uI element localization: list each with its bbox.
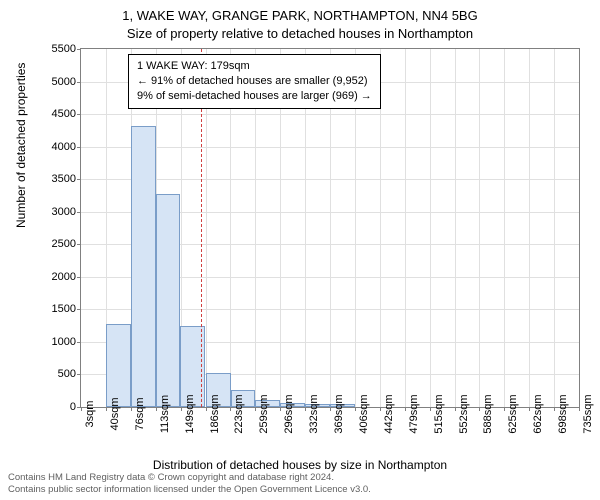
- histogram-bar: [131, 126, 156, 407]
- ytick-mark: [77, 179, 81, 180]
- ytick-mark: [77, 374, 81, 375]
- xtick-label: 113sqm: [159, 395, 171, 433]
- xtick-mark: [554, 407, 555, 411]
- xtick-label: 406sqm: [358, 394, 370, 433]
- info-line-3: 9% of semi-detached houses are larger (9…: [137, 89, 372, 104]
- xtick-label: 3sqm: [84, 401, 96, 428]
- ytick-mark: [77, 244, 81, 245]
- xtick-label: 735sqm: [582, 394, 594, 433]
- ytick-label: 0: [36, 401, 76, 413]
- gridline-vertical: [430, 49, 431, 407]
- xtick-label: 76sqm: [134, 397, 146, 430]
- footer-line-2: Contains public sector information licen…: [8, 484, 371, 496]
- ytick-mark: [77, 212, 81, 213]
- xtick-label: 552sqm: [458, 394, 470, 433]
- footer-attribution: Contains HM Land Registry data © Crown c…: [8, 472, 371, 496]
- ytick-label: 4000: [36, 141, 76, 153]
- chart-container: 1, WAKE WAY, GRANGE PARK, NORTHAMPTON, N…: [0, 0, 600, 500]
- xtick-mark: [405, 407, 406, 411]
- xtick-mark: [529, 407, 530, 411]
- ytick-mark: [77, 82, 81, 83]
- xtick-mark: [131, 407, 132, 411]
- xtick-mark: [330, 407, 331, 411]
- xtick-mark: [106, 407, 107, 411]
- ytick-label: 3500: [36, 173, 76, 185]
- xtick-mark: [181, 407, 182, 411]
- ytick-label: 2500: [36, 238, 76, 250]
- xtick-mark: [206, 407, 207, 411]
- xtick-label: 588sqm: [482, 394, 494, 433]
- ytick-label: 4500: [36, 108, 76, 120]
- xtick-mark: [156, 407, 157, 411]
- footer-line-1: Contains HM Land Registry data © Crown c…: [8, 472, 371, 484]
- ytick-label: 3000: [36, 206, 76, 218]
- xtick-label: 442sqm: [383, 394, 395, 433]
- ytick-label: 5500: [36, 43, 76, 55]
- xtick-label: 662sqm: [532, 394, 544, 433]
- xtick-mark: [280, 407, 281, 411]
- xtick-label: 259sqm: [258, 394, 270, 433]
- ytick-mark: [77, 342, 81, 343]
- xtick-mark: [579, 407, 580, 411]
- x-axis-label: Distribution of detached houses by size …: [0, 458, 600, 472]
- gridline-vertical: [479, 49, 480, 407]
- xtick-mark: [305, 407, 306, 411]
- ytick-mark: [77, 49, 81, 50]
- ytick-mark: [77, 277, 81, 278]
- histogram-bar: [106, 324, 130, 407]
- ytick-label: 500: [36, 368, 76, 380]
- gridline-vertical: [554, 49, 555, 407]
- title-line-1: 1, WAKE WAY, GRANGE PARK, NORTHAMPTON, N…: [0, 8, 600, 23]
- xtick-label: 40sqm: [109, 397, 121, 430]
- ytick-mark: [77, 114, 81, 115]
- info-box: 1 WAKE WAY: 179sqm ← 91% of detached hou…: [128, 54, 381, 109]
- xtick-label: 625sqm: [507, 394, 519, 433]
- info-line-2: ← 91% of detached houses are smaller (9,…: [137, 74, 372, 89]
- xtick-mark: [230, 407, 231, 411]
- xtick-mark: [430, 407, 431, 411]
- ytick-label: 1500: [36, 303, 76, 315]
- xtick-label: 296sqm: [283, 394, 295, 433]
- ytick-mark: [77, 147, 81, 148]
- ytick-label: 2000: [36, 271, 76, 283]
- xtick-label: 332sqm: [308, 394, 320, 433]
- histogram-bar: [156, 194, 180, 407]
- xtick-mark: [255, 407, 256, 411]
- xtick-mark: [479, 407, 480, 411]
- xtick-label: 223sqm: [233, 394, 245, 433]
- ytick-mark: [77, 309, 81, 310]
- gridline-vertical: [455, 49, 456, 407]
- xtick-label: 186sqm: [209, 394, 221, 433]
- title-line-2: Size of property relative to detached ho…: [0, 26, 600, 41]
- ytick-label: 5000: [36, 76, 76, 88]
- xtick-label: 698sqm: [557, 394, 569, 433]
- gridline-vertical: [504, 49, 505, 407]
- y-axis-label: Number of detached properties: [14, 63, 28, 228]
- xtick-mark: [380, 407, 381, 411]
- xtick-label: 149sqm: [184, 394, 196, 433]
- xtick-mark: [504, 407, 505, 411]
- xtick-label: 515sqm: [433, 394, 445, 433]
- ytick-label: 1000: [36, 336, 76, 348]
- xtick-mark: [81, 407, 82, 411]
- gridline-vertical: [529, 49, 530, 407]
- xtick-label: 479sqm: [408, 394, 420, 433]
- xtick-mark: [355, 407, 356, 411]
- xtick-mark: [455, 407, 456, 411]
- gridline-vertical: [405, 49, 406, 407]
- xtick-label: 369sqm: [333, 394, 345, 433]
- info-line-1: 1 WAKE WAY: 179sqm: [137, 59, 372, 74]
